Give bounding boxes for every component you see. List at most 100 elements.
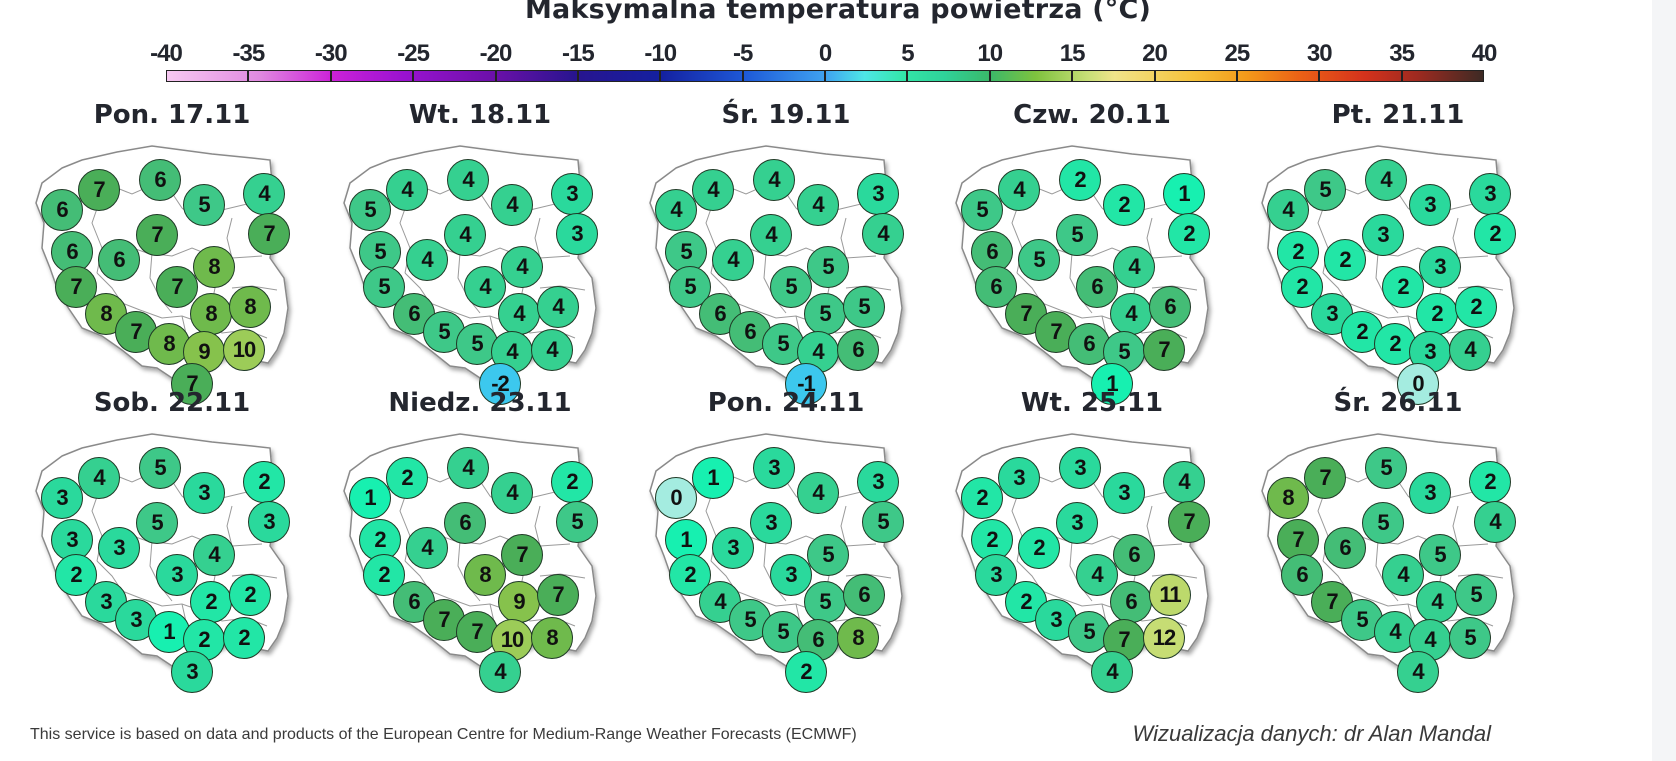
station-temperature-marker: 1 bbox=[692, 457, 734, 499]
station-temperature-marker: 5 bbox=[1365, 447, 1407, 489]
station-temperature-marker: 6 bbox=[98, 239, 140, 281]
station-temperature-marker: 4 bbox=[1113, 246, 1155, 288]
station-temperature-marker: 7 bbox=[78, 169, 120, 211]
station-temperature-marker: 9 bbox=[498, 581, 540, 623]
station-temperature-marker: 5 bbox=[807, 534, 849, 576]
colorbar-tick-mark bbox=[1235, 70, 1238, 82]
station-temperature-marker: 5 bbox=[770, 266, 812, 308]
day-label: Niedz. 23.11 bbox=[388, 388, 572, 418]
colorbar-tick-mark bbox=[1153, 70, 1156, 82]
station-temperature-marker: 2 bbox=[229, 574, 271, 616]
station-temperature-marker: 4 bbox=[1267, 189, 1309, 231]
station-temperature-marker: 8 bbox=[531, 617, 573, 659]
day-label: Sob. 22.11 bbox=[93, 388, 251, 418]
station-temperature-marker: 5 bbox=[1449, 617, 1491, 659]
station-temperature-marker: 2 bbox=[785, 651, 827, 693]
colorbar-tick-label: -25 bbox=[397, 40, 430, 67]
station-temperature-marker: 4 bbox=[1076, 554, 1118, 596]
station-temperature-marker: 5 bbox=[804, 293, 846, 335]
station-temperature-marker: 6 bbox=[1149, 286, 1191, 328]
station-temperature-marker: 12 bbox=[1143, 617, 1185, 659]
station-temperature-marker: 7 bbox=[248, 213, 290, 255]
author-credit: Wizualizacja danych: dr Alan Mandal bbox=[1132, 721, 1492, 746]
station-temperature-marker: 4 bbox=[531, 329, 573, 371]
station-temperature-marker: 2 bbox=[1059, 159, 1101, 201]
station-temperature-marker: 3 bbox=[248, 501, 290, 543]
station-temperature-marker: 5 bbox=[1419, 534, 1461, 576]
station-temperature-marker: 7 bbox=[1143, 329, 1185, 371]
station-temperature-marker: 4 bbox=[406, 527, 448, 569]
day-label: Śr. 26.11 bbox=[1333, 388, 1463, 418]
station-temperature-marker: 6 bbox=[837, 329, 879, 371]
chart-title: Maksymalna temperatura powietrza (°C) bbox=[524, 0, 1152, 25]
station-temperature-marker: 11 bbox=[1149, 574, 1191, 616]
station-temperature-marker: 5 bbox=[183, 184, 225, 226]
station-temperature-marker: 3 bbox=[1409, 472, 1451, 514]
station-temperature-marker: 7 bbox=[537, 574, 579, 616]
colorbar-tick-label: 20 bbox=[1142, 40, 1168, 67]
station-temperature-marker: 3 bbox=[750, 502, 792, 544]
colorbar-tick-label: 10 bbox=[977, 40, 1003, 67]
station-temperature-marker: 4 bbox=[797, 184, 839, 226]
station-temperature-marker: 5 bbox=[843, 286, 885, 328]
station-temperature-marker: 8 bbox=[837, 617, 879, 659]
station-temperature-marker: 3 bbox=[1409, 184, 1451, 226]
station-temperature-marker: 4 bbox=[1110, 293, 1152, 335]
station-temperature-marker: 2 bbox=[1018, 527, 1060, 569]
day-label: Czw. 20.11 bbox=[1013, 100, 1171, 130]
station-temperature-marker: 6 bbox=[1324, 527, 1366, 569]
station-temperature-marker: 5 bbox=[1018, 239, 1060, 281]
station-temperature-marker: 3 bbox=[998, 457, 1040, 499]
colorbar-tick-mark bbox=[412, 70, 415, 82]
station-temperature-marker: 6 bbox=[1281, 554, 1323, 596]
station-temperature-marker: 4 bbox=[998, 169, 1040, 211]
station-temperature-marker: 2 bbox=[1103, 184, 1145, 226]
station-temperature-marker: 4 bbox=[491, 472, 533, 514]
station-temperature-marker: 6 bbox=[139, 159, 181, 201]
station-temperature-marker: 4 bbox=[1382, 554, 1424, 596]
station-temperature-marker: 8 bbox=[190, 293, 232, 335]
station-temperature-marker: 5 bbox=[804, 581, 846, 623]
station-temperature-marker: 4 bbox=[1163, 461, 1205, 503]
colorbar-tick-label: -35 bbox=[232, 40, 266, 67]
station-temperature-marker: 5 bbox=[1455, 574, 1497, 616]
station-temperature-marker: 4 bbox=[243, 173, 285, 215]
station-temperature-marker: 5 bbox=[556, 501, 598, 543]
colorbar-tick-mark bbox=[329, 70, 332, 82]
day-map-panel: Pon. 17.11 6 7 6 5 4 7 6 6 7 7 7 8 8 7 8 8 8 9 10 7 bbox=[22, 100, 322, 405]
day-label: Wt. 18.11 bbox=[408, 100, 552, 130]
station-temperature-marker: 7 bbox=[501, 534, 543, 576]
station-temperature-marker: 4 bbox=[797, 472, 839, 514]
station-temperature-marker: 3 bbox=[1059, 447, 1101, 489]
station-temperature-marker: 0 bbox=[1397, 363, 1439, 405]
station-temperature-marker: 2 bbox=[386, 457, 428, 499]
station-temperature-marker: 4 bbox=[498, 293, 540, 335]
station-temperature-marker: 7 bbox=[171, 363, 213, 405]
station-temperature-marker: 1 bbox=[1091, 363, 1133, 405]
station-temperature-marker: 7 bbox=[136, 214, 178, 256]
day-label: Śr. 19.11 bbox=[721, 100, 851, 130]
station-temperature-marker: 5 bbox=[862, 501, 904, 543]
station-temperature-marker: 4 bbox=[655, 189, 697, 231]
station-temperature-marker: 8 bbox=[1267, 477, 1309, 519]
colorbar-tick-label: -5 bbox=[732, 40, 753, 67]
day-map-panel: Sob. 22.11 3 4 5 3 2 3 3 3 5 2 3 4 3 3 1 2 2 2 2 3 bbox=[22, 388, 322, 693]
colorbar-legend: -40 -35 -30 -25 -20 -15 -10 -5 0 5 10 15 20 25 30 35 40 bbox=[150, 40, 1497, 90]
colorbar-tick-mark bbox=[1071, 70, 1074, 82]
station-temperature-marker: 8 bbox=[193, 246, 235, 288]
station-temperature-marker: 4 bbox=[479, 651, 521, 693]
station-temperature-marker: 5 bbox=[139, 447, 181, 489]
station-temperature-marker: 3 bbox=[156, 554, 198, 596]
station-temperature-marker: 3 bbox=[183, 472, 225, 514]
day-map-panel: Niedz. 23.11 1 2 4 4 2 5 2 4 6 2 8 7 6 7 7 9 7 10 8 4 bbox=[330, 388, 630, 693]
station-temperature-marker: 0 bbox=[655, 477, 697, 519]
station-temperature-marker: 5 bbox=[665, 231, 707, 273]
station-temperature-marker: 2 bbox=[551, 461, 593, 503]
station-temperature-marker: 7 bbox=[156, 266, 198, 308]
station-temperature-marker: 4 bbox=[1416, 581, 1458, 623]
station-temperature-marker: 4 bbox=[447, 447, 489, 489]
station-temperature-marker: 4 bbox=[750, 214, 792, 256]
station-temperature-marker: 7 bbox=[1304, 457, 1346, 499]
colorbar-tick-mark bbox=[741, 70, 744, 82]
station-temperature-marker: 4 bbox=[1397, 651, 1439, 693]
